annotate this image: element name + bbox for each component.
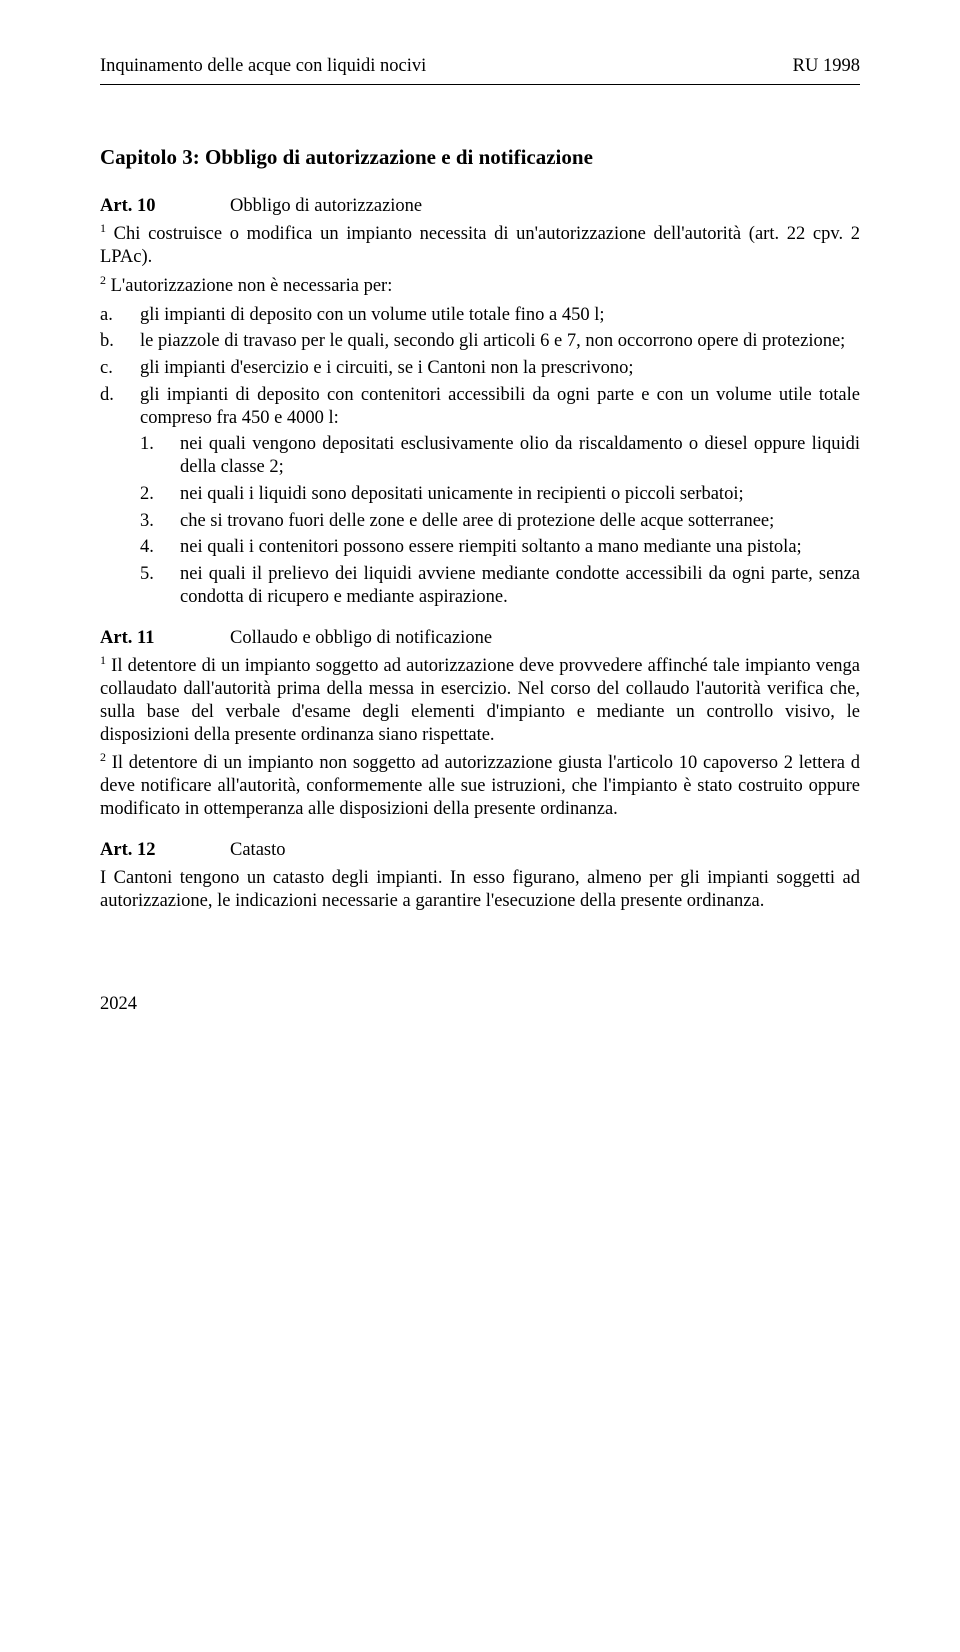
article-10-title: Obbligo di autorizzazione (230, 195, 422, 218)
marker-d3: 3. (140, 510, 180, 533)
art10-para1: 1 Chi costruisce o modifica un impianto … (100, 223, 860, 269)
content-d2: nei quali i liquidi sono depositati unic… (180, 483, 860, 506)
chapter-heading: Capitolo 3: Obbligo di autorizzazione e … (100, 145, 860, 171)
marker-c: c. (100, 357, 140, 380)
article-11-label: Art. 11 (100, 627, 230, 650)
article-12: Art. 12 Catasto I Cantoni tengono un cat… (100, 839, 860, 913)
header-right: RU 1998 (793, 55, 860, 78)
page-number: 2024 (100, 993, 860, 1016)
article-10-label: Art. 10 (100, 195, 230, 218)
article-11: Art. 11 Collaudo e obbligo di notificazi… (100, 627, 860, 821)
art10-item-d3: 3. che si trovano fuori delle zone e del… (100, 510, 860, 533)
article-12-label: Art. 12 (100, 839, 230, 862)
header-left: Inquinamento delle acque con liquidi noc… (100, 55, 426, 78)
art11-para1: 1 Il detentore di un impianto soggetto a… (100, 655, 860, 746)
art10-item-d1: 1. nei quali vengono depositati esclusiv… (100, 433, 860, 479)
content-d: gli impianti di deposito con contenitori… (140, 384, 860, 430)
content-b: le piazzole di travaso per le quali, sec… (140, 330, 860, 353)
page-header: Inquinamento delle acque con liquidi noc… (100, 55, 860, 85)
art10-item-d4: 4. nei quali i contenitori possono esser… (100, 536, 860, 559)
article-11-heading: Art. 11 Collaudo e obbligo di notificazi… (100, 627, 860, 650)
art10-item-a: a. gli impianti di deposito con un volum… (100, 304, 860, 327)
article-11-title: Collaudo e obbligo di notificazione (230, 627, 492, 650)
article-10-heading: Art. 10 Obbligo di autorizzazione (100, 195, 860, 218)
marker-d1: 1. (140, 433, 180, 479)
art10-item-d5: 5. nei quali il prelievo dei liquidi avv… (100, 563, 860, 609)
art11-p1-text: Il detentore di un impianto soggetto ad … (100, 656, 860, 744)
art10-para2: 2 L'autorizzazione non è necessaria per: (100, 275, 860, 298)
marker-d2: 2. (140, 483, 180, 506)
art10-p2-text: L'autorizzazione non è necessaria per: (106, 276, 392, 296)
article-10: Art. 10 Obbligo di autorizzazione 1 Chi … (100, 195, 860, 609)
art11-p2-text: Il detentore di un impianto non soggetto… (100, 753, 860, 819)
article-12-heading: Art. 12 Catasto (100, 839, 860, 862)
art12-para1: I Cantoni tengono un catasto degli impia… (100, 867, 860, 913)
content-d4: nei quali i contenitori possono essere r… (180, 536, 860, 559)
marker-d4: 4. (140, 536, 180, 559)
marker-b: b. (100, 330, 140, 353)
art10-item-d: d. gli impianti di deposito con contenit… (100, 384, 860, 430)
content-d1: nei quali vengono depositati esclusivame… (180, 433, 860, 479)
content-c: gli impianti d'esercizio e i circuiti, s… (140, 357, 860, 380)
article-12-title: Catasto (230, 839, 286, 862)
content-a: gli impianti di deposito con un volume u… (140, 304, 860, 327)
marker-d5: 5. (140, 563, 180, 609)
art11-para2: 2 Il detentore di un impianto non sogget… (100, 752, 860, 820)
marker-a: a. (100, 304, 140, 327)
marker-d: d. (100, 384, 140, 430)
art10-item-c: c. gli impianti d'esercizio e i circuiti… (100, 357, 860, 380)
content-d5: nei quali il prelievo dei liquidi avvien… (180, 563, 860, 609)
art10-p1-text: Chi costruisce o modifica un impianto ne… (100, 224, 860, 267)
art10-item-b: b. le piazzole di travaso per le quali, … (100, 330, 860, 353)
content-d3: che si trovano fuori delle zone e delle … (180, 510, 860, 533)
art10-item-d2: 2. nei quali i liquidi sono depositati u… (100, 483, 860, 506)
